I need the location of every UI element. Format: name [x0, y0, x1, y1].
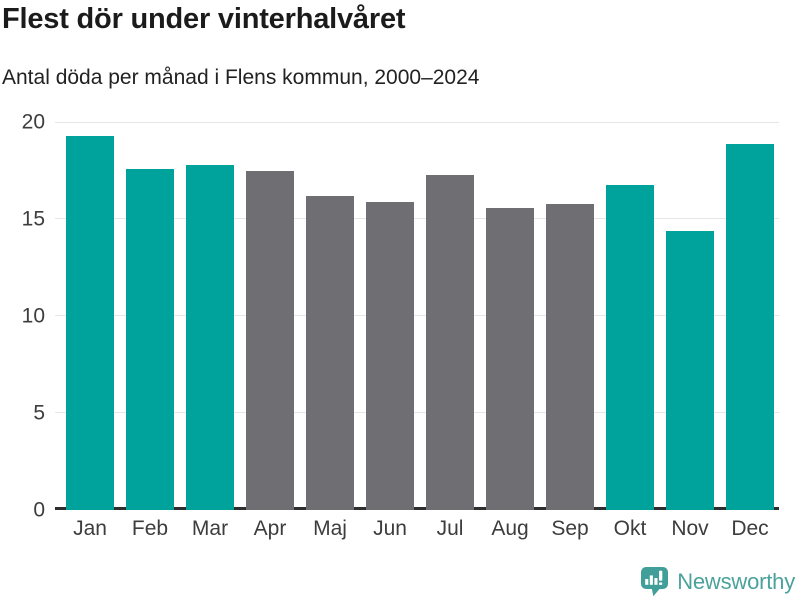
bar-aug	[486, 207, 534, 510]
bar-apr	[246, 170, 294, 510]
bar-jun	[366, 201, 414, 510]
bar-sep	[546, 203, 594, 510]
gridline-y-15	[55, 218, 779, 220]
x-tick-label-sep: Sep	[551, 517, 589, 540]
gridline-y-5	[55, 412, 779, 414]
y-tick-label-20: 20	[21, 110, 45, 134]
gridline-y-10	[55, 315, 779, 317]
bar-feb	[126, 169, 174, 510]
gridline-y-20	[55, 121, 779, 123]
y-tick-label-0: 0	[33, 498, 45, 521]
newsworthy-logo[interactable]: Newsworthy	[640, 566, 795, 597]
y-tick-label-10: 10	[21, 304, 45, 328]
chart-subtitle: Antal döda per månad i Flens kommun, 200…	[2, 66, 480, 89]
x-axis-line	[55, 507, 779, 510]
y-tick-label-5: 5	[33, 401, 45, 425]
y-tick-label-15: 15	[21, 207, 45, 231]
x-tick-label-jun: Jun	[373, 517, 407, 540]
bar-jul	[426, 174, 474, 510]
x-tick-label-okt: Okt	[613, 517, 647, 540]
x-tick-label-apr: Apr	[253, 517, 287, 540]
x-tick-label-maj: Maj	[313, 517, 347, 540]
x-tick-label-aug: Aug	[491, 517, 529, 540]
bar-dec	[726, 143, 774, 510]
x-tick-label-feb: Feb	[131, 517, 169, 540]
bar-nov	[666, 231, 714, 510]
bar-okt	[606, 184, 654, 510]
x-tick-label-jul: Jul	[436, 517, 464, 540]
x-tick-label-mar: Mar	[191, 517, 229, 540]
x-tick-label-nov: Nov	[671, 517, 709, 540]
x-tick-label-dec: Dec	[731, 517, 769, 540]
bar-mar	[186, 165, 234, 510]
newsworthy-brand-name: Newsworthy	[677, 568, 795, 594]
bar-maj	[306, 196, 354, 510]
bar-jan	[66, 136, 114, 510]
x-tick-label-jan: Jan	[73, 517, 107, 540]
chart-title: Flest dör under vinterhalvåret	[2, 3, 406, 35]
newsworthy-speech-bubble-chart-icon	[640, 566, 669, 597]
